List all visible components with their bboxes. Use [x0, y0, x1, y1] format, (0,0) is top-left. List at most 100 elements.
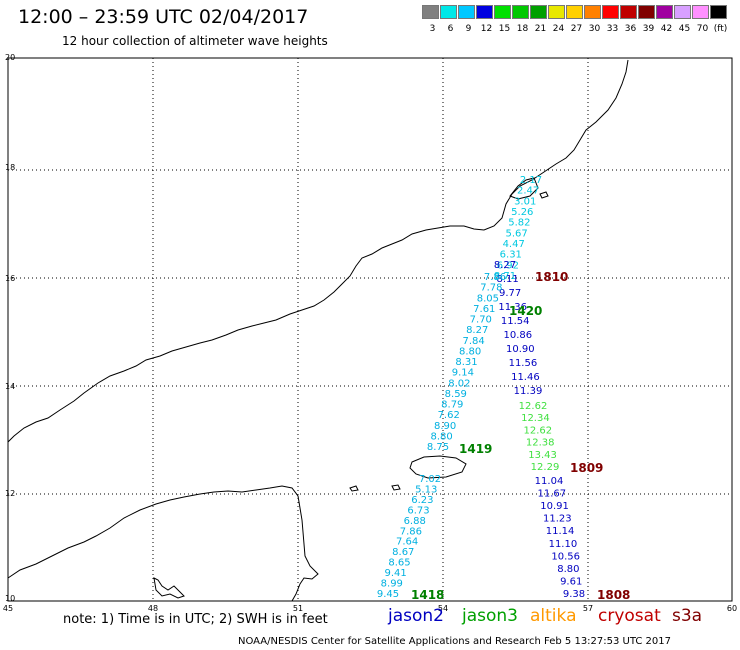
- scale-tick-label: 3: [429, 24, 436, 34]
- scale-tick-label: 30: [588, 24, 601, 34]
- scale-tick-label: 36: [624, 24, 637, 34]
- longitude-label: 51: [293, 604, 303, 613]
- scale-tick-label: (ft): [713, 24, 728, 34]
- swh-value-label: 11.54: [501, 316, 530, 327]
- scale-swatch: [602, 5, 619, 19]
- swh-value-label: 10.56: [551, 551, 580, 562]
- coastline: [7, 59, 629, 602]
- swh-value-label: 9.41: [384, 568, 406, 579]
- swh-value-label: 11.36: [498, 302, 527, 313]
- swh-value-label: 11.56: [509, 358, 538, 369]
- swh-value-label: 11.67: [537, 489, 566, 500]
- swh-value-label: 5.26: [511, 207, 533, 218]
- swh-value-label: 11.46: [511, 372, 540, 383]
- swh-value-label: 8.80: [557, 564, 579, 575]
- swh-value-label: 5.67: [505, 228, 527, 239]
- scale-swatch: [692, 5, 709, 19]
- swh-value-label: 10.90: [506, 344, 535, 355]
- page-subtitle: 12 hour collection of altimeter wave hei…: [62, 34, 328, 48]
- swh-value-label: 8.99: [381, 579, 403, 590]
- scale-tick-label: 21: [534, 24, 547, 34]
- swh-value-label: 7.86: [484, 272, 506, 283]
- swh-value-label: 5.82: [508, 218, 530, 229]
- scale-swatch: [710, 5, 727, 19]
- swh-value-label: 6.88: [404, 516, 426, 527]
- scale-tick-label: 18: [516, 24, 529, 34]
- scale-swatch: [674, 5, 691, 19]
- swh-value-label: 8.71: [494, 271, 516, 282]
- axis-labels: 45 48 51 54 57 60 20 18 16 14 12 10: [3, 53, 737, 613]
- time-label: 1419: [459, 442, 492, 456]
- scale-swatch: [548, 5, 565, 19]
- latitude-label: 18: [5, 163, 15, 172]
- legend-entry-s3a: s3a: [672, 606, 703, 626]
- swh-value-label: 8.05: [477, 293, 499, 304]
- latitude-label: 10: [5, 594, 15, 603]
- swh-value-label: 6.31: [500, 250, 522, 261]
- swh-value-label: 7.61: [473, 304, 495, 315]
- swh-value-label: 11.39: [514, 386, 543, 397]
- swh-value-label: 8.11: [496, 274, 518, 285]
- swh-value-label: 7.70: [470, 315, 492, 326]
- scale-swatch: [620, 5, 637, 19]
- scale-tick-label: 9: [465, 24, 472, 34]
- swh-value-label: 9.38: [563, 589, 585, 600]
- swh-value-label: 8.67: [392, 547, 414, 558]
- swh-value-label: 8.80: [430, 431, 452, 442]
- scale-swatch: [566, 5, 583, 19]
- swh-value-label: 8.65: [388, 558, 410, 569]
- page-title: 12:00 – 23:59 UTC 02/04/2017: [18, 6, 309, 28]
- scale-tick-label: 12: [480, 24, 493, 34]
- swh-value-label: 12.62: [523, 425, 552, 436]
- swh-value-label: 7.84: [462, 336, 484, 347]
- swh-value-label: 8.75: [427, 442, 449, 453]
- latitude-label: 16: [5, 274, 15, 283]
- time-label: 1810: [535, 270, 568, 284]
- longitude-label: 45: [3, 604, 13, 613]
- scale-swatch: [476, 5, 493, 19]
- longitude-label: 60: [727, 604, 737, 613]
- latitude-label: 12: [5, 489, 15, 498]
- swh-value-label: 7.02: [419, 474, 441, 485]
- legend-entry-jason3: jason3: [462, 606, 518, 626]
- swh-value-label: 9.45: [377, 589, 399, 600]
- scale-tick-label: 6: [447, 24, 454, 34]
- swh-value-label: 8.31: [455, 357, 477, 368]
- swh-value-label: 8.59: [445, 389, 467, 400]
- scale-swatch: [512, 5, 529, 19]
- scale-tick-label: 15: [498, 24, 511, 34]
- scale-tick-label: 42: [660, 24, 673, 34]
- swh-value-label: 6.73: [407, 505, 429, 516]
- scale-swatch: [458, 5, 475, 19]
- swh-value-label: 7.64: [396, 537, 418, 548]
- time-label: 1809: [570, 461, 603, 475]
- swh-value-label: 8.27: [494, 260, 516, 271]
- time-label: 1418: [411, 588, 444, 602]
- swh-value-label: 11.10: [549, 539, 578, 550]
- swh-value-label: 8.80: [459, 346, 481, 357]
- longitude-label: 57: [583, 604, 593, 613]
- longitude-label: 54: [438, 604, 448, 613]
- scale-tick-label: 27: [570, 24, 583, 34]
- scale-swatch: [422, 5, 439, 19]
- swh-value-label: 8.02: [448, 378, 470, 389]
- legend-entry-jason2: jason2: [388, 606, 444, 626]
- swh-value-label: 8.79: [441, 400, 463, 411]
- swh-value-label: 2.17: [520, 175, 542, 186]
- swh-value-label: 7.78: [480, 283, 502, 294]
- scale-swatch: [584, 5, 601, 19]
- credit-text: NOAA/NESDIS Center for Satellite Applica…: [238, 636, 671, 647]
- swh-value-label: 9.61: [560, 576, 582, 587]
- swh-value-label: 7.86: [400, 526, 422, 537]
- note-text: note: 1) Time is in UTC; 2) SWH is in fe…: [63, 612, 328, 627]
- swh-value-label: 8.27: [466, 325, 488, 336]
- scale-swatch: [638, 5, 655, 19]
- swh-value-label: 4.47: [503, 239, 525, 250]
- legend-entry-altika: altika: [530, 606, 577, 626]
- swh-value-label: 12.29: [531, 462, 560, 473]
- longitude-label: 48: [148, 604, 158, 613]
- swh-value-label: 12.34: [521, 413, 550, 424]
- scale-tick-label: 70: [696, 24, 709, 34]
- swh-value-label: 8.90: [434, 421, 456, 432]
